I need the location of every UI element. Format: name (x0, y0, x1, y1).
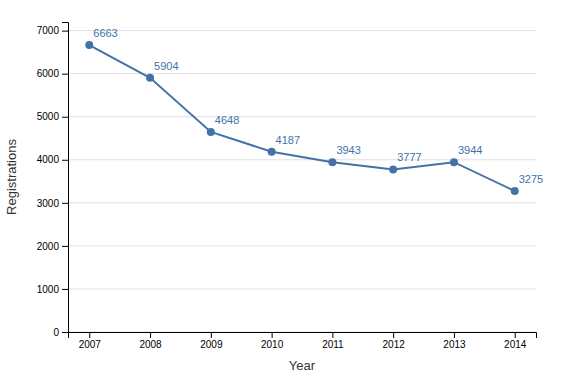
data-label: 3943 (336, 144, 360, 156)
tick-label: 1000 (37, 284, 60, 295)
tick-mark (454, 332, 455, 338)
tick: 2014 (504, 332, 527, 350)
tick: 2013 (443, 332, 466, 350)
tick: 6000 (37, 68, 68, 79)
tick: 2000 (37, 241, 68, 252)
point (268, 148, 276, 156)
tick-label: 3000 (37, 198, 60, 209)
tick: 2009 (200, 332, 223, 350)
grid-line (68, 288, 536, 289)
tick-mark (211, 332, 212, 338)
x-axis: 2007 2008 2009 2010 2011 2012 2013 2014 (69, 332, 537, 350)
tick-label: 2014 (504, 339, 527, 350)
tick-mark (62, 74, 68, 75)
grid-line (68, 245, 536, 246)
tick-mark (62, 203, 68, 204)
tick-mark (62, 117, 68, 118)
tick: 2007 (79, 332, 102, 350)
grid-line (68, 202, 536, 203)
data-label: 3777 (397, 151, 421, 163)
tick-label: 4000 (37, 154, 60, 165)
series (85, 41, 518, 195)
tick-mark (272, 332, 273, 338)
tick-mark (62, 31, 68, 32)
point (389, 165, 397, 173)
grid-line (68, 116, 536, 117)
x-axis-title: Year (289, 358, 316, 373)
y-axis: 0 1000 2000 3000 4000 5000 6000 7000 (37, 23, 69, 338)
tick: 4000 (37, 154, 68, 165)
axis-line (62, 23, 69, 333)
tick-label: 7000 (37, 25, 60, 36)
axis-line (69, 333, 537, 339)
data-label: 3944 (458, 144, 482, 156)
tick-mark (62, 160, 68, 161)
point (146, 74, 154, 82)
tick-label: 2000 (37, 241, 60, 252)
y-axis-title: Registrations (4, 139, 19, 215)
tick-mark (332, 332, 333, 338)
line (89, 45, 514, 191)
tick: 2011 (322, 332, 344, 350)
point (450, 158, 458, 166)
data-label: 4648 (215, 114, 239, 126)
data-label: 3275 (519, 173, 543, 185)
tick-mark (393, 332, 394, 338)
grid-line (68, 159, 536, 160)
plot: 2007 2008 2009 2010 2011 2012 2013 2014 0 1000 200… (4, 23, 543, 374)
point (85, 41, 93, 49)
tick: 1000 (37, 284, 68, 295)
tick: 0 (53, 327, 68, 338)
tick-label: 6000 (37, 68, 60, 79)
tick: 7000 (37, 25, 68, 36)
tick-label: 2009 (200, 339, 223, 350)
tick: 2012 (383, 332, 406, 350)
tick-mark (515, 332, 516, 338)
tick-label: 2010 (261, 339, 284, 350)
tick: 2010 (261, 332, 284, 350)
data-labels: 6663 5904 4648 4187 3943 3777 3944 3275 (93, 27, 543, 185)
point (511, 187, 519, 195)
tick-label: 2007 (79, 339, 102, 350)
tick-mark (62, 289, 68, 290)
data-label: 5904 (154, 60, 178, 72)
grid-line (68, 73, 536, 74)
tick-label: 5000 (37, 111, 60, 122)
tick: 2008 (139, 332, 162, 350)
grid (68, 31, 536, 332)
point (207, 128, 215, 136)
chart: 2007 2008 2009 2010 2011 2012 2013 2014 0 1000 200… (0, 0, 570, 380)
tick: 3000 (37, 198, 68, 209)
tick-mark (62, 246, 68, 247)
tick-label: 2012 (383, 339, 406, 350)
tick: 5000 (37, 111, 68, 122)
tick-mark (150, 332, 151, 338)
data-label: 6663 (93, 27, 117, 39)
data-label: 4187 (276, 134, 300, 146)
tick-label: 0 (53, 327, 59, 338)
tick-mark (89, 332, 90, 338)
grid-line (68, 30, 536, 31)
tick-label: 2013 (443, 339, 466, 350)
tick-label: 2011 (322, 339, 344, 350)
tick-label: 2008 (139, 339, 162, 350)
tick-mark (62, 332, 68, 333)
point (328, 158, 336, 166)
